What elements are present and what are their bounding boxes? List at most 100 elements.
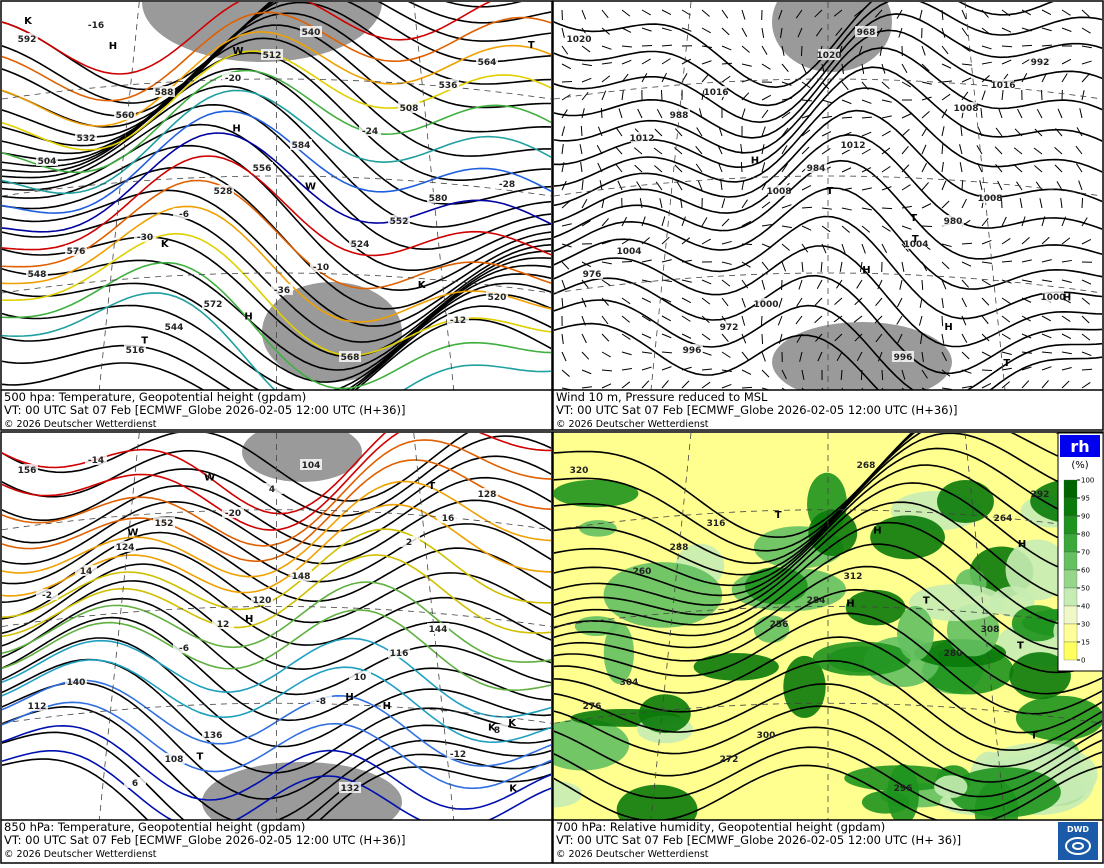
map-700hpa: 3203163123083043002962922882842802762722… — [526, 395, 1104, 843]
contour-label: 556 — [253, 164, 272, 174]
contour-label: 528 — [214, 187, 233, 197]
copyright: © 2026 Deutscher Wetterdienst — [4, 849, 157, 860]
contour-label: 1004 — [616, 247, 641, 257]
pressure-marker: T — [775, 510, 782, 521]
contour-label: -8 — [316, 697, 326, 707]
caption: VT: 00 UTC Sat 07 Feb [ECMWF_Globe 2026-… — [4, 403, 405, 417]
wind-barb — [942, 316, 943, 326]
contour-label: -20 — [225, 74, 241, 84]
pressure-marker: H — [944, 322, 952, 333]
contour-label: 1012 — [840, 141, 865, 151]
wind-barb — [661, 90, 662, 100]
wind-barb — [762, 334, 763, 344]
contour-label: 1008 — [953, 104, 978, 114]
contour-label: 148 — [292, 572, 311, 582]
contour-label: 272 — [720, 755, 739, 765]
pressure-marker: H — [1018, 539, 1026, 550]
contour-label: 112 — [28, 702, 47, 712]
contour-label: -12 — [450, 316, 466, 326]
pressure-marker: H — [1063, 293, 1071, 304]
contour-label: 572 — [204, 300, 223, 310]
legend-swatch — [1064, 516, 1077, 534]
legend-tick-label: 90 — [1081, 513, 1090, 521]
contour-label: 584 — [292, 141, 311, 151]
contour-label: 1000 — [753, 300, 778, 310]
legend-swatch — [1064, 480, 1077, 498]
contour-label: 560 — [116, 111, 135, 121]
legend-tick-label: 100 — [1081, 477, 1094, 485]
humid-area — [694, 653, 779, 681]
contour-label: 124 — [116, 543, 135, 553]
contour-label: 512 — [263, 51, 282, 61]
contour-label: 292 — [1031, 490, 1050, 500]
pressure-marker: T — [1003, 358, 1010, 369]
contour-label: 576 — [67, 247, 86, 257]
contour-label: 996 — [683, 346, 702, 356]
contour-label: 288 — [670, 543, 689, 553]
pressure-marker: H — [862, 265, 870, 276]
copyright: © 2026 Deutscher Wetterdienst — [556, 419, 709, 430]
contour-label: 16 — [442, 514, 455, 524]
pressure-marker: H — [109, 41, 117, 52]
wind-barb — [962, 243, 972, 244]
wind-barb — [742, 387, 752, 388]
pressure-marker: H — [873, 525, 881, 536]
pressure-marker: T — [1017, 640, 1024, 651]
contour-label: 128 — [478, 490, 497, 500]
contour-label: 1008 — [766, 187, 791, 197]
contour-label: -2 — [42, 591, 52, 601]
contour-label: 968 — [857, 28, 876, 38]
pressure-marker: T — [923, 596, 930, 607]
pressure-marker: K — [509, 783, 518, 794]
contour-label: 6 — [132, 779, 138, 789]
wind-barb — [581, 126, 582, 136]
pressure-marker: T — [826, 186, 833, 197]
contour-label: 524 — [351, 240, 370, 250]
contour-label: 592 — [18, 35, 37, 45]
wind-barb — [601, 108, 602, 118]
contour-label: 260 — [633, 567, 652, 577]
logo-text: DWD — [1067, 825, 1089, 834]
caption: Wind 10 m, Pressure reduced to MSL — [556, 390, 768, 404]
contour-label: 1020 — [566, 35, 591, 45]
contour-label: 144 — [429, 625, 448, 635]
contour-label: 996 — [894, 353, 913, 363]
wind-barb — [1022, 45, 1032, 46]
pressure-marker: H — [751, 156, 759, 167]
contour-label: 580 — [429, 194, 448, 204]
legend-unit: (%) — [1071, 460, 1088, 471]
wind-barb — [622, 261, 632, 262]
contour-label: -28 — [499, 180, 515, 190]
wind-barb — [882, 208, 892, 209]
contour-label: 268 — [857, 461, 876, 471]
contour-label: 12 — [217, 620, 230, 630]
contour-label: 304 — [620, 678, 639, 688]
pressure-marker: W — [305, 181, 316, 192]
contour-label: 1016 — [990, 81, 1015, 91]
contour-label: 312 — [844, 572, 863, 582]
contour-label: 10 — [354, 673, 367, 683]
contour-label: 992 — [1031, 58, 1050, 68]
legend-tick-label: 15 — [1081, 639, 1090, 647]
contour-label: 1000 — [1040, 293, 1065, 303]
contour-label: -36 — [274, 286, 290, 296]
legend-swatch — [1064, 624, 1077, 642]
pressure-marker: T — [528, 40, 535, 51]
pressure-marker: T — [910, 213, 917, 224]
legend-tick-label: 60 — [1081, 567, 1090, 575]
contour-label: 308 — [981, 625, 1000, 635]
pressure-marker: K — [418, 280, 427, 291]
dwd-logo: DWD — [1058, 822, 1098, 860]
pressure-marker: T — [141, 336, 148, 347]
pressure-marker: K — [488, 723, 497, 734]
contour-label: 976 — [583, 270, 602, 280]
pressure-marker: W — [232, 46, 243, 57]
legend-tick-label: 0 — [1081, 657, 1085, 665]
legend-tick-label: 30 — [1081, 621, 1090, 629]
contour-label: 316 — [707, 519, 726, 529]
pressure-marker: H — [244, 312, 252, 323]
contour-label: 984 — [807, 164, 826, 174]
contour-label: 280 — [944, 649, 963, 659]
